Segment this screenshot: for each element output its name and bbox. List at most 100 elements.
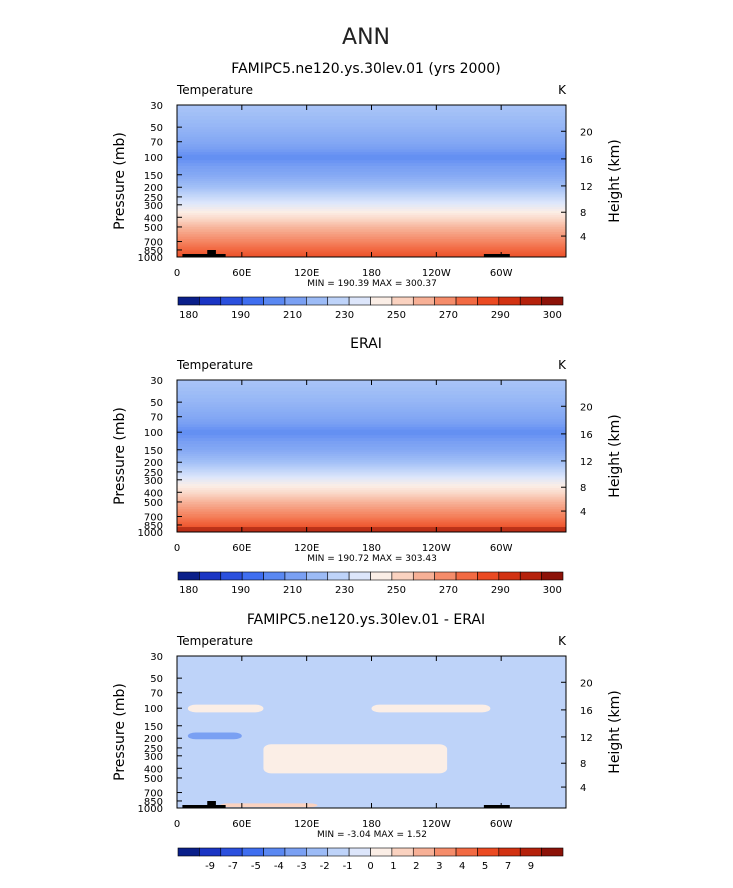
colorbar-label: 270 <box>439 585 458 596</box>
y2-tick-label: 8 <box>580 483 586 494</box>
colorbar-label: 210 <box>283 585 302 596</box>
colorbar-label: -3 <box>297 861 307 872</box>
temperature-band <box>177 144 566 148</box>
colorbar-swatch <box>177 571 200 581</box>
temperature-band <box>177 218 566 222</box>
temperature-band <box>177 203 566 206</box>
temperature-band <box>177 183 566 186</box>
temperature-band <box>177 190 566 193</box>
temperature-band <box>177 152 566 156</box>
colorbar-swatch <box>370 571 393 581</box>
y-tick-label: 30 <box>150 652 163 663</box>
y-tick-label: 1000 <box>138 528 163 539</box>
variable-label: Temperature <box>176 83 253 97</box>
y2-tick-label: 16 <box>580 706 593 717</box>
colorbar-swatch <box>477 571 500 581</box>
temperature-band <box>177 497 566 500</box>
y2-tick-label: 12 <box>580 182 593 193</box>
temperature-band <box>177 206 566 210</box>
y-tick-label: 70 <box>150 689 163 700</box>
y-tick-label: 250 <box>144 744 163 755</box>
temperature-band <box>177 481 566 485</box>
panel-title: ERAI <box>350 336 382 352</box>
temperature-band <box>177 231 566 235</box>
temperature-band <box>177 248 566 251</box>
colorbar-swatch <box>263 571 286 581</box>
colorbar-swatch <box>477 296 500 306</box>
difference-anomaly <box>371 704 491 713</box>
temperature-band <box>177 500 566 503</box>
x-tick-label: 180 <box>362 268 381 279</box>
colorbar-label: 190 <box>231 310 250 321</box>
temperature-band <box>177 419 566 423</box>
x-tick-label: 60W <box>490 819 513 830</box>
colorbar-label: 300 <box>543 585 562 596</box>
temperature-band <box>177 443 566 448</box>
temperature-band <box>177 108 566 113</box>
y-tick-label: 70 <box>150 138 163 149</box>
temperature-band <box>177 414 566 418</box>
y2-tick-label: 4 <box>580 232 586 243</box>
colorbar-label: 9 <box>528 861 534 872</box>
colorbar-label: 2 <box>413 861 419 872</box>
minmax-label: MIN = 190.72 MAX = 303.43 <box>307 554 437 564</box>
temperature-band <box>177 245 566 248</box>
x-tick-label: 60E <box>232 543 251 554</box>
colorbar-label: -9 <box>205 861 215 872</box>
temperature-band <box>177 187 566 190</box>
temperature-band <box>177 514 566 518</box>
temperature-band <box>177 112 566 117</box>
colorbar-label: -2 <box>320 861 330 872</box>
temperature-band <box>177 458 566 461</box>
temperature-band <box>177 132 566 136</box>
y-tick-label: 500 <box>144 498 163 509</box>
colorbar-swatch <box>327 296 350 306</box>
temperature-band <box>177 241 566 244</box>
temperature-band <box>177 196 566 199</box>
temperature-band <box>177 168 566 173</box>
colorbar-label: 180 <box>179 310 198 321</box>
temperature-band <box>177 520 566 523</box>
y2-tick-label: 16 <box>580 430 593 441</box>
temperature-band <box>177 416 566 420</box>
y-tick-label: 50 <box>150 674 163 685</box>
x-tick-label: 60W <box>490 268 513 279</box>
temperature-band <box>177 509 566 513</box>
temperature-band <box>177 479 566 483</box>
y-tick-label: 50 <box>150 123 163 134</box>
colorbar-swatch <box>220 571 243 581</box>
variable-label: Temperature <box>176 358 253 372</box>
temperature-band <box>177 398 566 403</box>
temperature-band <box>177 229 566 233</box>
y-tick-label: 850 <box>144 797 163 808</box>
colorbar-label: -4 <box>274 861 284 872</box>
temperature-band <box>177 404 566 408</box>
y-tick-label: 30 <box>150 101 163 112</box>
temperature-band <box>177 383 566 388</box>
y-tick-label: 1000 <box>138 804 163 815</box>
y-tick-label: 250 <box>144 468 163 479</box>
colorbar-label: 270 <box>439 310 458 321</box>
y2-tick-label: 20 <box>580 678 593 689</box>
colorbar-swatch <box>284 296 307 306</box>
colorbar-swatch <box>370 296 393 306</box>
y-tick-label: 200 <box>144 734 163 745</box>
y-tick-label: 100 <box>144 153 163 164</box>
colorbar-swatch <box>541 847 564 857</box>
x-tick-label: 120E <box>294 543 319 554</box>
colorbar-swatch <box>455 847 478 857</box>
panel-title: FAMIPC5.ne120.ys.30lev.01 (yrs 2000) <box>231 61 500 77</box>
temperature-band <box>177 517 566 520</box>
temperature-band <box>177 127 566 131</box>
temperature-band <box>177 467 566 470</box>
temperature-band <box>177 493 566 497</box>
colorbar-label: 0 <box>367 861 373 872</box>
y2-tick-label: 20 <box>580 402 593 413</box>
y2-tick-label: 12 <box>580 457 593 468</box>
topography-block <box>207 801 216 808</box>
colorbar-label: 290 <box>491 310 510 321</box>
y-tick-label: 300 <box>144 752 163 763</box>
units-label: K <box>558 634 567 648</box>
temperature-band <box>177 215 566 218</box>
